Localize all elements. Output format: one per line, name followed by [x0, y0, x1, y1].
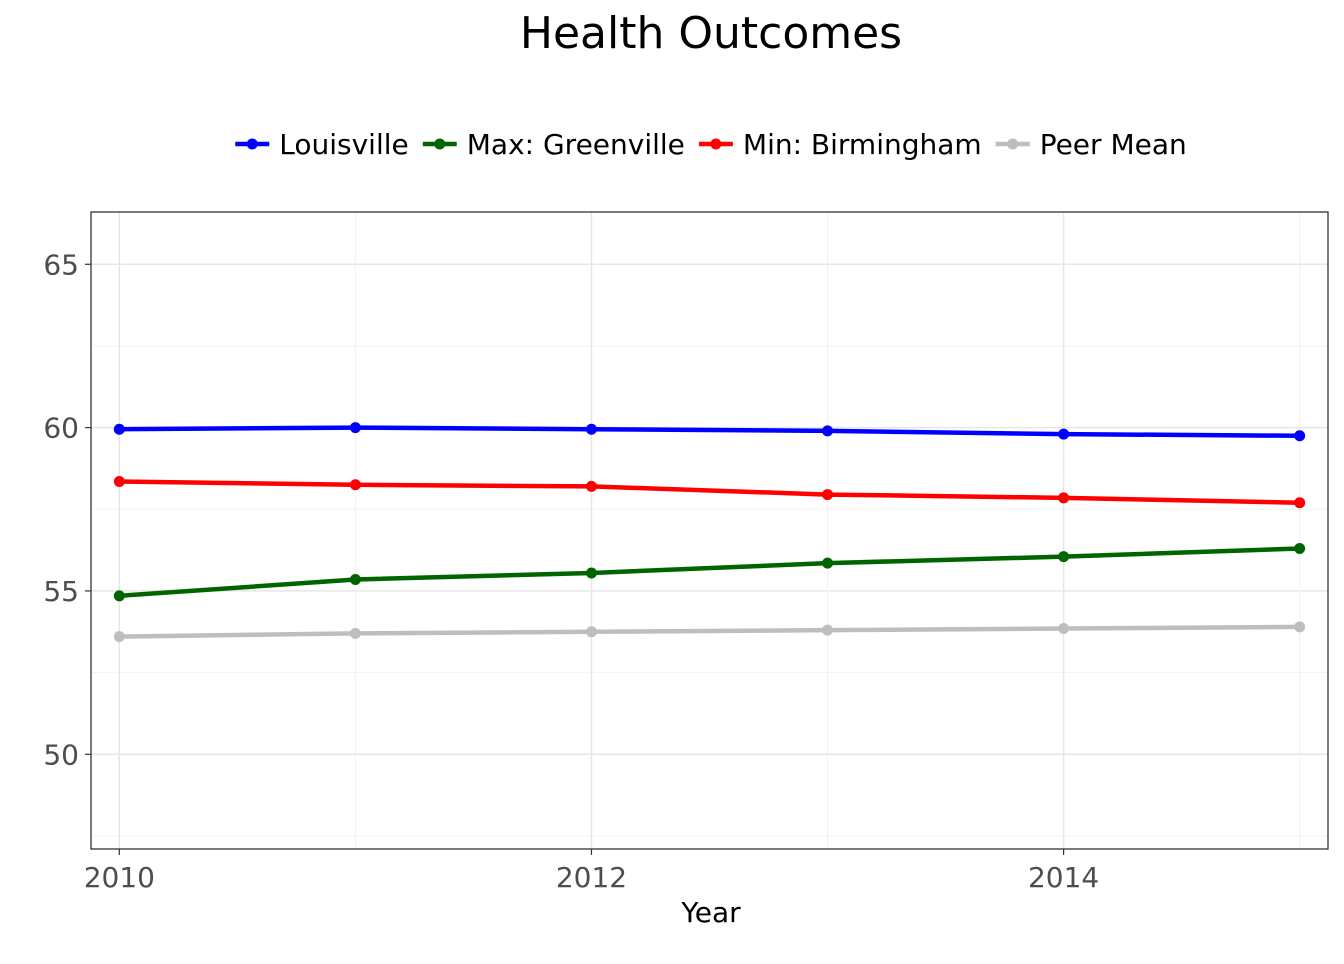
legend-key-point: [246, 138, 258, 150]
series-1: [113, 542, 1306, 602]
series-0: [113, 422, 1306, 442]
legend-label: Louisville: [279, 128, 409, 161]
data-point: [822, 489, 834, 501]
data-point: [349, 479, 361, 491]
chart-title: Health Outcomes: [520, 8, 902, 59]
data-point: [1058, 492, 1070, 504]
y-tick-label: 55: [43, 575, 79, 608]
y-tick-label: 50: [43, 738, 79, 771]
data-point: [113, 590, 125, 602]
data-point: [113, 631, 125, 643]
legend-item: Min: Birmingham: [698, 128, 982, 161]
data-point: [1058, 623, 1070, 634]
data-point: [113, 423, 125, 435]
data-point: [349, 422, 361, 434]
x-tick-label: 2012: [556, 861, 627, 894]
y-tick-label: 65: [43, 248, 79, 281]
legend-key-point: [434, 138, 446, 150]
series-line: [117, 479, 1302, 505]
data-point: [822, 425, 834, 437]
y-tick-label: 60: [43, 412, 79, 445]
data-point: [113, 476, 125, 487]
series-3: [113, 621, 1306, 643]
series-line: [117, 624, 1302, 639]
data-point: [585, 626, 597, 638]
data-point: [349, 574, 361, 585]
x-axis-ticks: 2010 2012 2014: [84, 849, 1099, 894]
series-layer: [113, 422, 1306, 643]
series-line: [117, 425, 1302, 439]
legend-item: Max: Greenville: [422, 128, 685, 161]
x-tick-label: 2010: [84, 861, 155, 894]
y-axis-ticks: 50 55 60 65: [43, 248, 91, 771]
legend-label: Peer Mean: [1040, 128, 1187, 161]
data-point: [1294, 497, 1306, 509]
plot-panel: [91, 212, 1328, 849]
data-point: [1294, 542, 1306, 554]
series-2: [113, 476, 1306, 509]
data-point: [1294, 430, 1306, 442]
data-point: [822, 624, 834, 636]
legend: Louisville Max: Greenville Min: Birmingham…: [235, 128, 1187, 161]
legend-key-point: [710, 138, 722, 150]
plot-border: [90, 211, 1329, 850]
x-axis-title: Year: [680, 896, 741, 929]
data-point: [349, 627, 361, 639]
data-point: [1294, 621, 1306, 633]
legend-key-point: [1007, 138, 1019, 150]
data-point: [1058, 428, 1070, 440]
data-point: [585, 567, 597, 579]
data-point: [822, 557, 834, 569]
data-point: [1058, 551, 1070, 563]
x-tick-label: 2014: [1028, 861, 1099, 894]
data-point: [585, 423, 597, 435]
data-point: [585, 480, 597, 492]
legend-item: Louisville: [235, 128, 409, 161]
legend-label: Max: Greenville: [467, 128, 685, 161]
series-line: [117, 546, 1302, 599]
legend-label: Min: Birmingham: [743, 128, 982, 161]
legend-item: Peer Mean: [995, 128, 1187, 161]
